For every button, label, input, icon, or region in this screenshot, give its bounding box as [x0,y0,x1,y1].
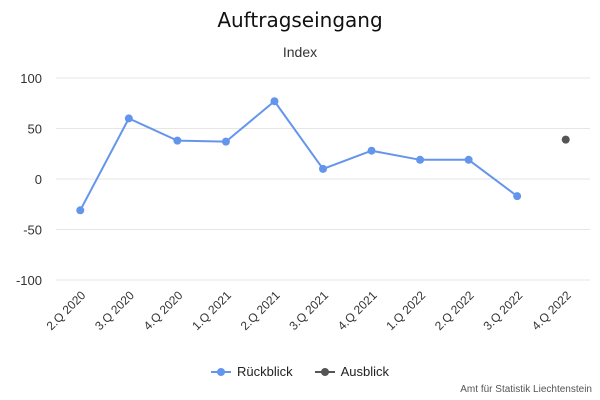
data-point [561,135,570,144]
legend-symbol-rueckblick [210,366,231,378]
chart-title: Auftragseingang [217,8,383,32]
data-point [367,146,376,155]
chart-legend: Rückblick Ausblick [0,364,600,379]
y-tick-label: 100 [20,71,42,86]
data-point [464,155,473,164]
data-point [173,136,182,145]
x-tick-label: 3.Q 2021 [286,288,331,333]
data-point [319,164,327,173]
data-point [221,137,230,146]
x-tick-label: 3.Q 2022 [480,288,525,333]
y-tick-label: 50 [28,122,42,137]
y-tick-label: -50 [23,223,42,238]
data-point [416,155,425,164]
x-tick-label: 1.Q 2022 [383,288,428,333]
legend-label-rueckblick: Rückblick [236,364,293,379]
legend-item-ausblick[interactable]: Ausblick [314,364,390,379]
x-tick-label: 2.Q 2021 [238,288,283,333]
series-line-0 [79,100,518,211]
legend-label-ausblick: Ausblick [340,364,390,379]
x-tick-label: 1.Q 2021 [189,288,234,333]
x-tick-label: 2.Q 2022 [432,288,477,333]
data-point [270,97,279,106]
x-tick-label: 4.Q 2022 [529,288,574,333]
x-tick-label: 3.Q 2020 [92,288,137,333]
legend-item-rueckblick[interactable]: Rückblick [210,364,293,379]
x-tick-label: 2.Q 2020 [44,288,89,333]
x-tick-label: 4.Q 2021 [335,288,380,333]
y-tick-label: 0 [35,172,42,187]
y-tick-label: -100 [16,273,42,288]
data-point [76,206,85,215]
legend-marker [320,367,329,376]
legend-marker [216,367,225,376]
data-point [513,192,522,201]
chart-subtitle: Index [282,44,318,60]
data-point [124,114,133,123]
credits-text: Amt für Statistik Liechtenstein [460,384,592,395]
x-tick-label: 4.Q 2020 [141,288,186,333]
legend-symbol-ausblick [314,366,335,378]
